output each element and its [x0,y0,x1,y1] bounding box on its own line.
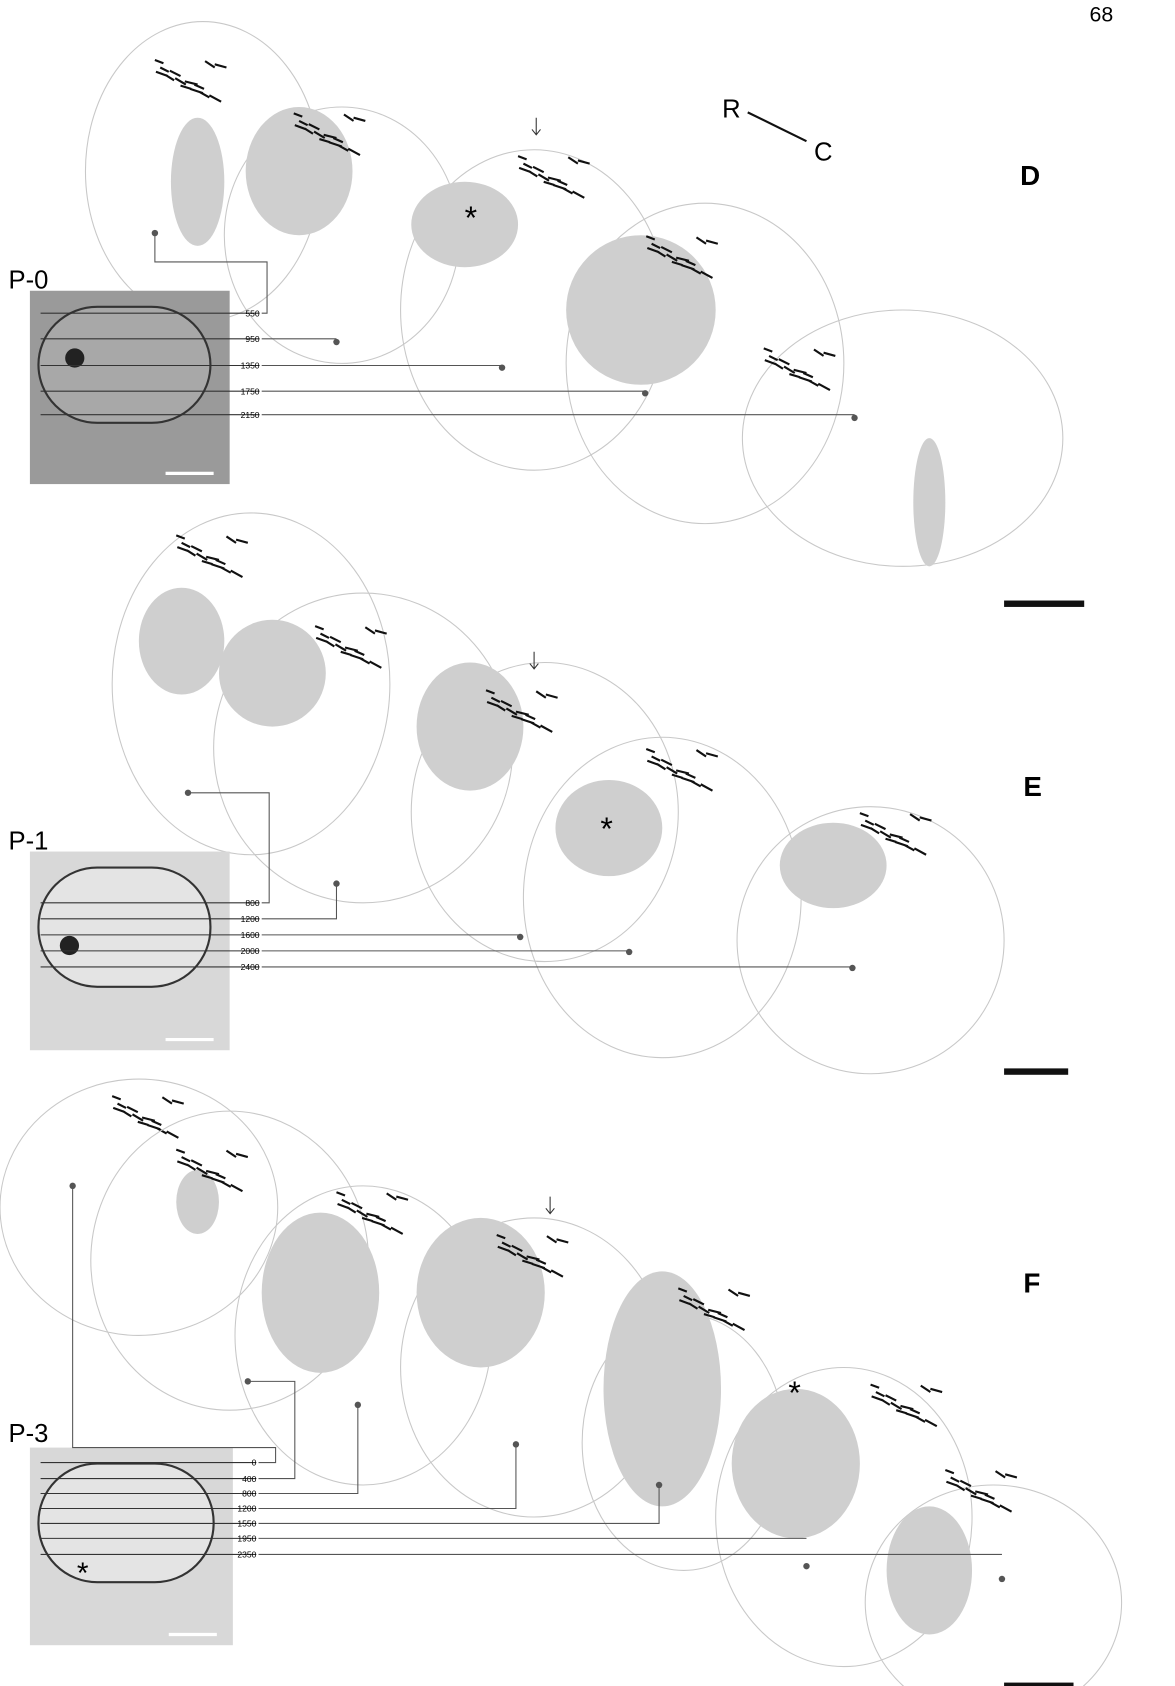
axon-tracing [176,535,248,577]
label-area [417,1218,545,1368]
panel-letter: D [1020,160,1040,191]
lesion-marker: * [77,1557,89,1590]
inset-label: P-0 [9,267,49,295]
brain-section [523,737,801,1057]
label-area [139,588,224,695]
depth-label: 1750 [241,386,260,396]
section-dot [626,949,632,955]
axon-tracing [112,1096,184,1138]
axon-tracing [518,156,590,198]
label-area [732,1389,860,1539]
depth-label: 550 [245,308,259,318]
inset-label: P-3 [9,1420,49,1448]
orientation-line [748,112,807,141]
depth-label: 1200 [237,1504,256,1514]
panel-letter: F [1023,1268,1040,1299]
axon-tracing [646,749,718,791]
section-dot [152,230,158,236]
label-area [780,823,887,908]
lesion-marker: * [788,1375,800,1411]
arrow [532,118,541,135]
section-dot [803,1563,809,1569]
lesion-marker: * [600,811,612,847]
arrow [546,1197,555,1214]
section-dot [69,1183,75,1189]
section-dot [999,1576,1005,1582]
section-dot [355,1402,361,1408]
scale-bar [1004,1068,1068,1074]
section-dot [656,1482,662,1488]
axon-tracing [315,626,387,668]
lesion-spot [65,348,84,367]
page-number: 68 [1090,3,1114,27]
depth-label: 1550 [237,1519,256,1529]
section-dot [849,965,855,971]
rostral-label: R [722,96,741,124]
section-dot [499,364,505,370]
connector [259,1405,358,1494]
depth-label: 2350 [237,1550,256,1560]
section-dot [333,880,339,886]
page: 68 R C * D P-0 550 950 1350 1750 2150 * E P-1 800 12… [0,0,1175,1686]
axon-tracing [871,1385,943,1427]
depth-label: 1950 [237,1534,256,1544]
depth-label: 400 [242,1474,256,1484]
label-area [913,438,945,566]
scale-bar [1004,601,1084,607]
connector [73,1186,276,1463]
section-dot [513,1441,519,1447]
depth-label: 2000 [241,946,260,956]
section-dot [517,934,523,940]
lesion-spot [60,936,79,955]
depth-label: 1350 [241,361,260,371]
depth-label: 950 [245,334,259,344]
inset-brain-outline [38,868,210,987]
inset-label: P-1 [9,827,49,855]
arrow [530,652,539,669]
label-area [604,1271,722,1506]
section-dot [333,339,339,345]
connector [262,884,337,919]
figure: 68 R C * D P-0 550 950 1350 1750 2150 * E P-1 800 12… [0,0,1175,1686]
panel-letter: E [1023,771,1042,802]
depth-label: 800 [242,1489,256,1499]
depth-label: 2400 [241,962,260,972]
inset-brain-outline [38,307,210,423]
label-area [171,118,224,246]
section-dot [245,1378,251,1384]
depth-label: 0 [252,1458,257,1468]
scale-bar [1004,1683,1073,1686]
depth-label: 1200 [241,914,260,924]
label-area [887,1506,972,1634]
lesion-marker: * [465,200,477,236]
brain-section [742,310,1062,566]
connector [259,1444,516,1508]
caudal-label: C [814,138,833,166]
label-area [417,662,524,790]
axon-tracing [764,348,836,390]
label-area [566,235,716,385]
axon-tracing [155,60,227,102]
section-dot [851,415,857,421]
section-dot [185,790,191,796]
section-dot [642,390,648,396]
depth-label: 2150 [241,410,260,420]
depth-label: 800 [245,898,259,908]
label-area [262,1213,380,1373]
label-area [219,620,326,727]
axon-tracing [945,1470,1017,1512]
depth-label: 1600 [241,930,260,940]
